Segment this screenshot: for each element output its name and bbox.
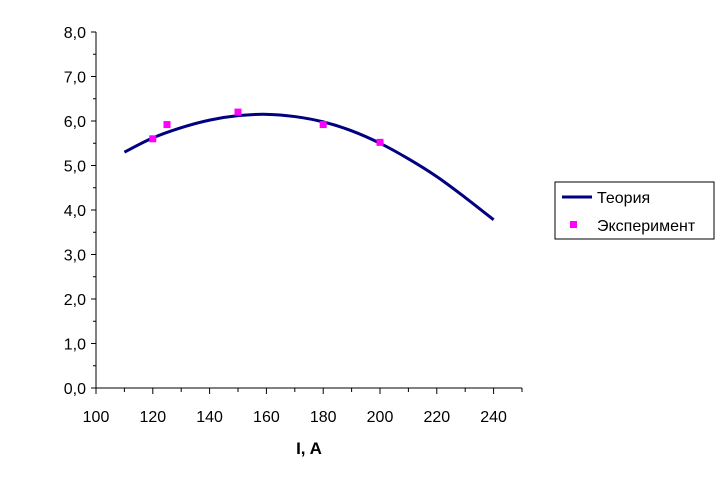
y-tick-label: 5,0 (64, 159, 86, 176)
x-tick-label: 200 (367, 409, 394, 426)
legend-marker-swatch (570, 221, 577, 228)
x-tick-label: 220 (423, 409, 450, 426)
x-tick-label: 100 (83, 409, 110, 426)
data-point-experiment (234, 108, 242, 116)
data-point-experiment (149, 135, 157, 143)
y-tick-label: 4,0 (64, 203, 86, 220)
y-tick-label: 1,0 (64, 337, 86, 354)
data-point-experiment (163, 121, 171, 129)
plot-area: 0,0 1,0 2,0 3,0 4,0 5,0 6,0 7,0 8,0 100 120 140 160… (64, 25, 523, 426)
y-tick-label: 3,0 (64, 248, 86, 265)
x-tick-label: 240 (480, 409, 507, 426)
y-axis-ticks: 0,0 1,0 2,0 3,0 4,0 5,0 6,0 7,0 8,0 (64, 25, 96, 398)
y-tick-label: 0,0 (64, 381, 86, 398)
x-tick-label: 160 (253, 409, 280, 426)
data-point-experiment (319, 121, 327, 129)
y-tick-label: 2,0 (64, 292, 86, 309)
y-tick-label: 6,0 (64, 114, 86, 131)
y-tick-label: 8,0 (64, 25, 86, 42)
legend-box (554, 181, 715, 240)
series-layer (123, 108, 495, 221)
x-tick-label: 140 (196, 409, 223, 426)
x-axis-ticks: 100 120 140 160 180 200 220 240 (83, 388, 523, 426)
legend: Теория Эксперимент (554, 181, 715, 240)
legend-label-experiment: Эксперимент (597, 218, 696, 235)
x-axis-title: I, A (296, 439, 322, 458)
series-line-theory (123, 112, 495, 221)
y-tick-label: 7,0 (64, 70, 86, 87)
data-point-experiment (376, 138, 384, 146)
x-tick-label: 120 (139, 409, 166, 426)
legend-label-theory: Теория (597, 190, 650, 207)
x-tick-label: 180 (310, 409, 337, 426)
